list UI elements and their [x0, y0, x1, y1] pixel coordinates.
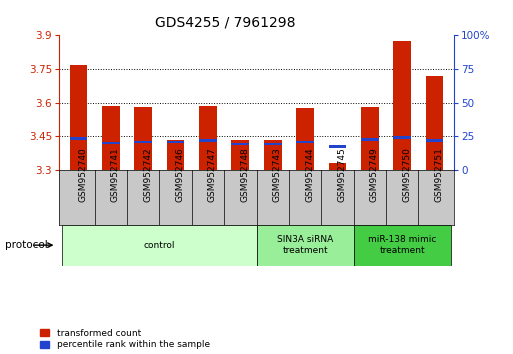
Bar — [256, 225, 353, 266]
Bar — [62, 225, 256, 266]
Bar — [328, 145, 346, 148]
Bar — [102, 106, 120, 170]
Bar — [426, 139, 443, 142]
Bar — [296, 108, 314, 170]
Bar — [426, 76, 443, 170]
Text: GSM952744: GSM952744 — [305, 147, 314, 202]
Bar — [167, 139, 185, 170]
Bar — [393, 41, 411, 170]
Bar — [134, 107, 152, 170]
Text: GSM952740: GSM952740 — [78, 147, 87, 202]
Text: GSM952751: GSM952751 — [435, 147, 444, 202]
Bar — [102, 142, 120, 144]
Text: GSM952746: GSM952746 — [175, 147, 185, 202]
Legend: transformed count, percentile rank within the sample: transformed count, percentile rank withi… — [41, 329, 210, 349]
Bar — [134, 141, 152, 143]
Text: GSM952750: GSM952750 — [402, 147, 411, 202]
Text: GSM952743: GSM952743 — [273, 147, 282, 202]
Bar — [70, 137, 87, 140]
Bar — [361, 138, 379, 141]
Bar — [264, 139, 282, 170]
Bar — [264, 143, 282, 145]
Text: GSM952749: GSM952749 — [370, 147, 379, 202]
Text: GSM952748: GSM952748 — [240, 147, 249, 202]
Bar — [361, 107, 379, 170]
Text: GSM952742: GSM952742 — [143, 147, 152, 202]
Bar — [199, 106, 217, 170]
Text: GSM952747: GSM952747 — [208, 147, 217, 202]
Text: GSM952745: GSM952745 — [338, 147, 346, 202]
Bar — [328, 163, 346, 170]
Text: protocol: protocol — [5, 240, 48, 250]
Bar — [70, 64, 87, 170]
Text: miR-138 mimic
treatment: miR-138 mimic treatment — [368, 235, 437, 255]
Bar — [199, 139, 217, 142]
Bar — [296, 141, 314, 143]
Text: GDS4255 / 7961298: GDS4255 / 7961298 — [155, 16, 296, 30]
Text: GSM952741: GSM952741 — [111, 147, 120, 202]
Bar — [231, 139, 249, 170]
Text: control: control — [144, 241, 175, 250]
Bar — [231, 143, 249, 145]
Bar — [353, 225, 451, 266]
Bar — [393, 136, 411, 139]
Text: SIN3A siRNA
treatment: SIN3A siRNA treatment — [277, 235, 333, 255]
Bar — [167, 141, 185, 143]
